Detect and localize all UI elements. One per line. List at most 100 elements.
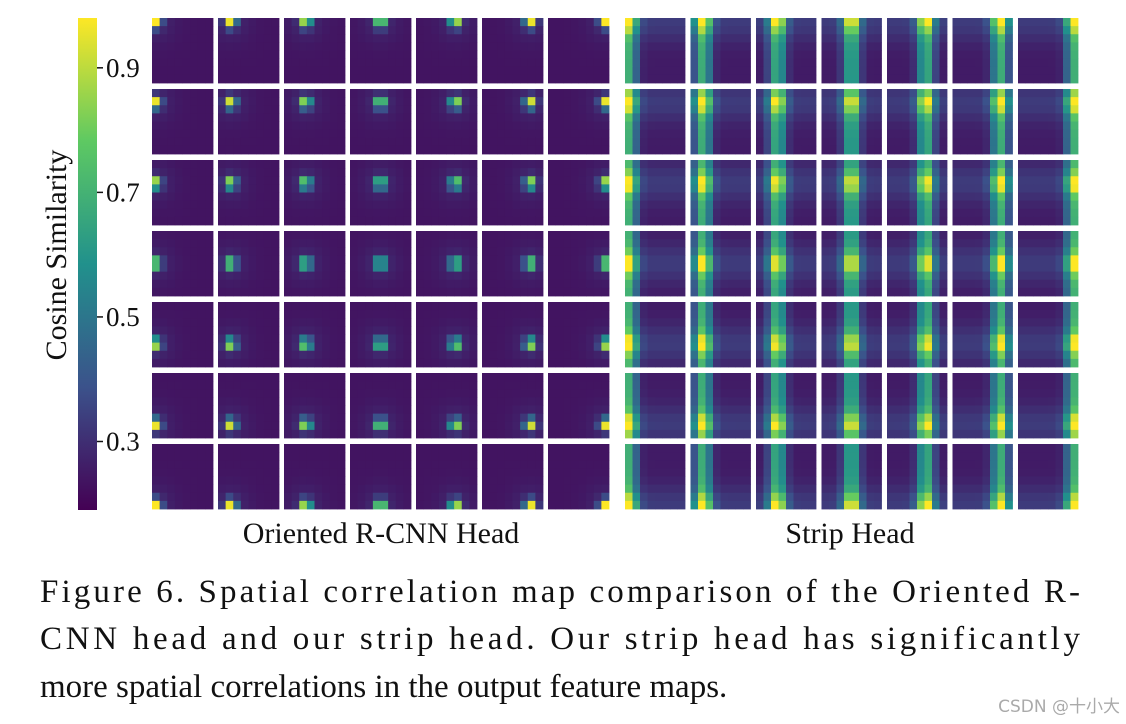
heatmap-pixel bbox=[438, 18, 447, 27]
heatmap-pixel bbox=[535, 18, 544, 27]
heatmap-pixel bbox=[461, 255, 470, 264]
heatmap-pixel bbox=[1040, 74, 1049, 84]
heatmap-pixel bbox=[167, 192, 176, 202]
heatmap-pixel bbox=[909, 279, 918, 289]
heatmap-pixel bbox=[909, 247, 918, 256]
heatmap-pixel bbox=[728, 184, 736, 193]
heatmap-pixel bbox=[632, 66, 641, 76]
heatmap-pixel bbox=[527, 429, 536, 439]
heatmap-pixel bbox=[461, 460, 470, 469]
heatmap-pixel bbox=[403, 302, 412, 311]
heatmap-pixel bbox=[233, 42, 242, 51]
heatmap-pixel bbox=[548, 405, 557, 415]
heatmap-pixel bbox=[997, 66, 1006, 76]
heatmap-pixel bbox=[874, 50, 882, 60]
heatmap-pixel bbox=[497, 231, 506, 240]
heatmap-pixel bbox=[337, 113, 346, 122]
heatmap-pixel bbox=[1040, 192, 1049, 202]
heatmap-pixel bbox=[698, 129, 706, 139]
heatmap-pixel bbox=[1040, 287, 1049, 297]
heatmap-pixel bbox=[535, 452, 544, 461]
heatmap-pixel bbox=[1005, 97, 1013, 106]
heatmap-pixel bbox=[403, 413, 412, 423]
heatmap-pixel bbox=[763, 18, 772, 27]
heatmap-pixel bbox=[306, 208, 315, 218]
heatmap-pixel bbox=[416, 74, 425, 84]
heatmap-pixel bbox=[380, 168, 389, 177]
heatmap-pixel bbox=[763, 137, 772, 147]
heatmap-pixel bbox=[535, 255, 544, 264]
heatmap-pixel bbox=[527, 350, 536, 360]
heatmap-pixel bbox=[240, 200, 249, 210]
heatmap-pixel bbox=[821, 216, 830, 226]
heatmap-pixel bbox=[866, 279, 875, 289]
heatmap-pixel bbox=[952, 200, 961, 210]
heatmap-pixel bbox=[256, 145, 265, 155]
heatmap-pixel bbox=[152, 342, 161, 352]
heatmap-pixel bbox=[1040, 255, 1049, 264]
heatmap-pixel bbox=[640, 326, 648, 335]
heatmap-pixel bbox=[469, 168, 478, 177]
heatmap-pixel bbox=[240, 121, 249, 131]
heatmap-pixel bbox=[299, 34, 308, 43]
heatmap-pixel bbox=[174, 350, 183, 360]
heatmap-pixel bbox=[291, 160, 300, 169]
heatmap-pixel bbox=[314, 18, 323, 27]
heatmap-pixel bbox=[793, 89, 802, 98]
heatmap-pixel bbox=[497, 492, 506, 502]
heatmap-pixel bbox=[793, 287, 802, 297]
heatmap-pixel bbox=[555, 358, 564, 368]
heatmap-pixel bbox=[593, 66, 602, 76]
heatmap-pixel bbox=[570, 452, 579, 461]
heatmap-pixel bbox=[357, 476, 366, 486]
heatmap-pixel bbox=[482, 160, 491, 169]
heatmap-pixel bbox=[190, 160, 199, 169]
heatmap-pixel bbox=[256, 113, 265, 122]
heatmap-pixel bbox=[159, 421, 168, 431]
heatmap-pixel bbox=[504, 192, 513, 202]
heatmap-pixel bbox=[894, 200, 903, 210]
heatmap-pixel bbox=[454, 397, 463, 406]
heatmap-pixel bbox=[1005, 184, 1013, 193]
heatmap-pixel bbox=[548, 66, 557, 76]
heatmap-pixel bbox=[690, 247, 699, 256]
heatmap-pixel bbox=[1025, 231, 1034, 240]
heatmap-pixel bbox=[520, 66, 529, 76]
heatmap-pixel bbox=[263, 121, 272, 131]
heatmap-pixel bbox=[527, 310, 536, 319]
heatmap-pixel bbox=[159, 239, 168, 248]
heatmap-pixel bbox=[632, 231, 641, 240]
heatmap-pixel bbox=[836, 26, 845, 35]
heatmap-pixel bbox=[482, 168, 491, 177]
heatmap-pixel bbox=[469, 287, 478, 297]
heatmap-pixel bbox=[677, 302, 686, 311]
heatmap-pixel bbox=[504, 176, 513, 185]
heatmap-pixel bbox=[365, 263, 374, 273]
heatmap-pixel bbox=[1033, 231, 1041, 240]
heatmap-pixel bbox=[520, 421, 529, 431]
heatmap-pixel bbox=[662, 208, 671, 218]
heatmap-pixel bbox=[705, 192, 714, 202]
heatmap-pixel bbox=[801, 89, 809, 98]
heatmap-pixel bbox=[167, 66, 176, 76]
heatmap-pixel bbox=[256, 26, 265, 35]
heatmap-pixel bbox=[314, 113, 323, 122]
heatmap-pixel bbox=[395, 500, 404, 510]
heatmap-pixel bbox=[431, 58, 440, 68]
heatmap-pixel bbox=[182, 18, 191, 27]
heatmap-pixel bbox=[586, 484, 595, 494]
heatmap-pixel bbox=[291, 113, 300, 122]
heatmap-pixel bbox=[256, 89, 265, 98]
heatmap-pixel bbox=[670, 200, 678, 210]
heatmap-pixel bbox=[174, 58, 183, 68]
heatmap-pixel bbox=[197, 318, 206, 327]
heatmap-pixel bbox=[967, 176, 976, 185]
heatmap-pixel bbox=[190, 334, 199, 344]
heatmap-pixel bbox=[844, 97, 852, 106]
heatmap-pixel bbox=[1063, 97, 1071, 106]
heatmap-pixel bbox=[527, 287, 536, 297]
heatmap-pixel bbox=[690, 34, 699, 43]
heatmap-pixel bbox=[218, 389, 227, 398]
heatmap-pixel bbox=[997, 168, 1006, 177]
heatmap-pixel bbox=[291, 74, 300, 84]
